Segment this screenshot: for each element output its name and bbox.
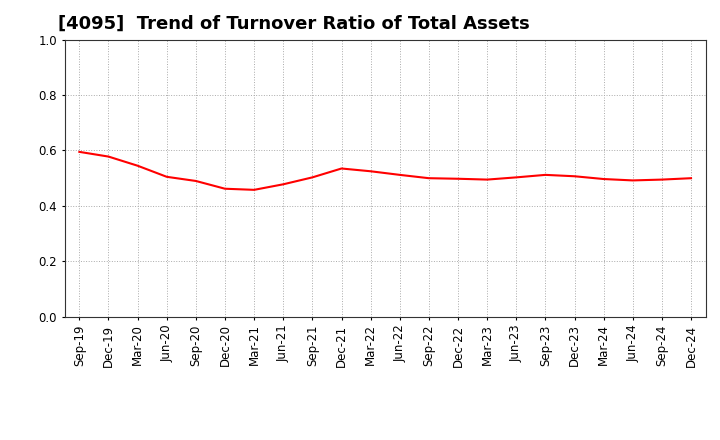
Text: [4095]  Trend of Turnover Ratio of Total Assets: [4095] Trend of Turnover Ratio of Total … [58, 15, 530, 33]
